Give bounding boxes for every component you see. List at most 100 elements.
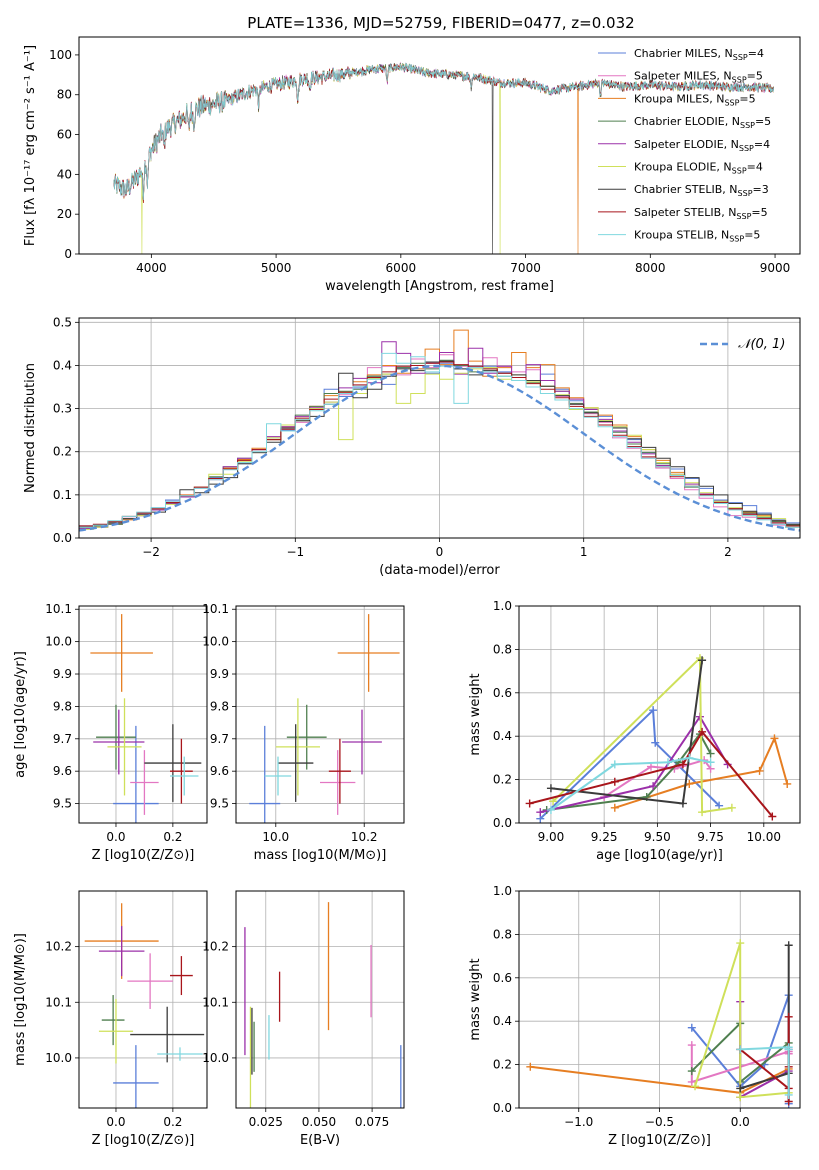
weight-marker: [646, 762, 655, 771]
histogram-step: [79, 352, 800, 538]
legend-label-name: Kroupa STELIB, N: [634, 229, 729, 242]
x-tick-label: −0.5: [645, 1115, 674, 1129]
legend-label-count: =4: [754, 138, 770, 151]
weight-marker: [536, 808, 545, 817]
weight-marker: [698, 656, 707, 665]
weight-marker: [546, 805, 555, 814]
x-tick-label: 6000: [386, 261, 417, 275]
y-tick-label: 9.6: [53, 764, 72, 778]
y-tick-label: 0.0: [53, 531, 72, 545]
axes-frame: [235, 890, 405, 1109]
weight-marker: [784, 941, 793, 950]
x-axis-label: age [log10(age/yr)]: [596, 848, 723, 863]
weight-marker: [768, 812, 777, 821]
y-tick-label: 0.0: [493, 816, 512, 830]
x-axis-label: Z [log10(Z/Z⊙)]: [608, 1133, 711, 1148]
y-tick-label: 0.6: [493, 971, 512, 985]
x-tick-label: 9.50: [644, 830, 671, 844]
weight-marker: [687, 1041, 696, 1050]
x-axis-label: (data-model)/error: [379, 563, 500, 578]
x-tick-label: 10.0: [262, 830, 289, 844]
y-tick-label: 9.8: [210, 699, 229, 713]
y-tick-label: 0.6: [493, 686, 512, 700]
legend-label-subscript: SSP: [739, 144, 754, 153]
y-tick-label: 0.3: [53, 402, 72, 416]
x-tick-label: 9.00: [538, 830, 565, 844]
weight-marker: [685, 779, 694, 788]
x-tick-label: 0.0: [106, 1115, 125, 1129]
legend-label-name: Salpeter MILES, N: [634, 70, 732, 83]
x-axis-label: Z [log10(Z/Z⊙)]: [92, 1133, 195, 1148]
axes-frame: [78, 605, 208, 824]
axes-mass_vs_EBV: 0.025 0.050 0.075 10.0 10.1 10.2 E(B-V): [202, 890, 405, 1148]
y-tick-label: 0.8: [493, 927, 512, 941]
x-tick-label: 10.2: [351, 830, 378, 844]
weight-marker: [736, 939, 745, 948]
y-tick-label: 9.6: [210, 764, 229, 778]
plot-area: [244, 902, 402, 1108]
legend-label-count: =4: [748, 47, 764, 60]
plot-area: [84, 903, 205, 1108]
weight-marker: [784, 1045, 793, 1054]
weight-marker: [687, 1023, 696, 1032]
axes-age_vs_mass: 10.0 10.2 9.5 9.6 9.7 9.8 9.9 10.0 10.1 mass [log…: [202, 602, 405, 863]
y-tick-label: 0.2: [493, 773, 512, 787]
axes-frame: [518, 890, 801, 1109]
legend-label: Chabrier STELIB, NSSP=3: [634, 183, 769, 198]
legend-label-name: Chabrier MILES, N: [634, 47, 733, 60]
legend-label: Salpeter MILES, NSSP=5: [634, 70, 763, 85]
y-tick-label: 10.0: [202, 1051, 229, 1065]
x-tick-label: 0.2: [163, 830, 182, 844]
weight-marker: [691, 1082, 700, 1091]
legend-label-count: =5: [751, 206, 767, 219]
x-tick-label: 0.0: [106, 830, 125, 844]
weight-line: [540, 714, 729, 814]
axes-spectrum: 4000 5000 6000 7000 8000 9000 0 20 40 60 80 100 wave…: [23, 36, 801, 294]
plot-area: [525, 654, 792, 823]
y-tick-label: 0.4: [493, 1014, 512, 1028]
legend-label-count: =5: [747, 70, 763, 83]
weight-marker: [687, 1067, 696, 1076]
legend-label-name: Kroupa MILES, N: [634, 92, 724, 105]
plot-area: [249, 614, 400, 823]
y-tick-label: 0.2: [53, 445, 72, 459]
legend-label: Chabrier MILES, NSSP=4: [634, 47, 764, 62]
weight-marker: [784, 1090, 793, 1099]
x-tick-label: 0.2: [163, 1115, 182, 1129]
weight-marker: [755, 766, 764, 775]
legend-label-name: Salpeter STELIB, N: [634, 206, 736, 219]
weight-marker: [664, 758, 673, 767]
x-tick-label: 4000: [136, 261, 167, 275]
axes-frame: [235, 605, 405, 824]
weight-marker: [526, 1062, 535, 1071]
legend-label-subscript: SSP: [724, 98, 739, 107]
y-tick-label: 10.0: [45, 635, 72, 649]
legend-label-count: =5: [755, 115, 771, 128]
axes-weight_vs_age: 9.00 9.25 9.50 9.75 10.00 0.0 0.2 0.4 0.6 0.8 1.0 a…: [468, 599, 801, 863]
weight-line: [740, 1046, 790, 1095]
y-axis-label: mass weight: [468, 958, 483, 1040]
legend-label: Kroupa ELODIE, NSSP=4: [634, 161, 763, 176]
y-tick-label: 100: [49, 48, 72, 62]
y-tick-label: 10.1: [45, 995, 72, 1009]
x-tick-label: 0.0: [731, 1115, 750, 1129]
x-tick-label: 0: [436, 545, 444, 559]
weight-marker: [549, 797, 558, 806]
axes-age_vs_Z: 0.0 0.2 9.5 9.6 9.7 9.8 9.9 10.0 10.1 Z [log10(Z/…: [13, 602, 208, 863]
legend-label-count: =5: [739, 92, 755, 105]
plot-area: [526, 939, 793, 1108]
plot-area: [113, 61, 774, 254]
plot-area: [79, 329, 800, 538]
weight-marker: [783, 779, 792, 788]
x-tick-label: 5000: [261, 261, 292, 275]
y-tick-label: 9.7: [53, 732, 72, 746]
y-tick-label: 0.5: [53, 315, 72, 329]
y-axis-label: age [log10(age/yr)]: [13, 651, 28, 778]
legend-label-count: =4: [747, 161, 763, 174]
y-tick-label: 80: [57, 88, 72, 102]
x-tick-label: −1.0: [564, 1115, 593, 1129]
weight-marker: [649, 706, 658, 715]
y-tick-label: 40: [57, 167, 72, 181]
weight-marker: [685, 753, 694, 762]
y-axis-label: Normed distribution: [23, 363, 38, 493]
